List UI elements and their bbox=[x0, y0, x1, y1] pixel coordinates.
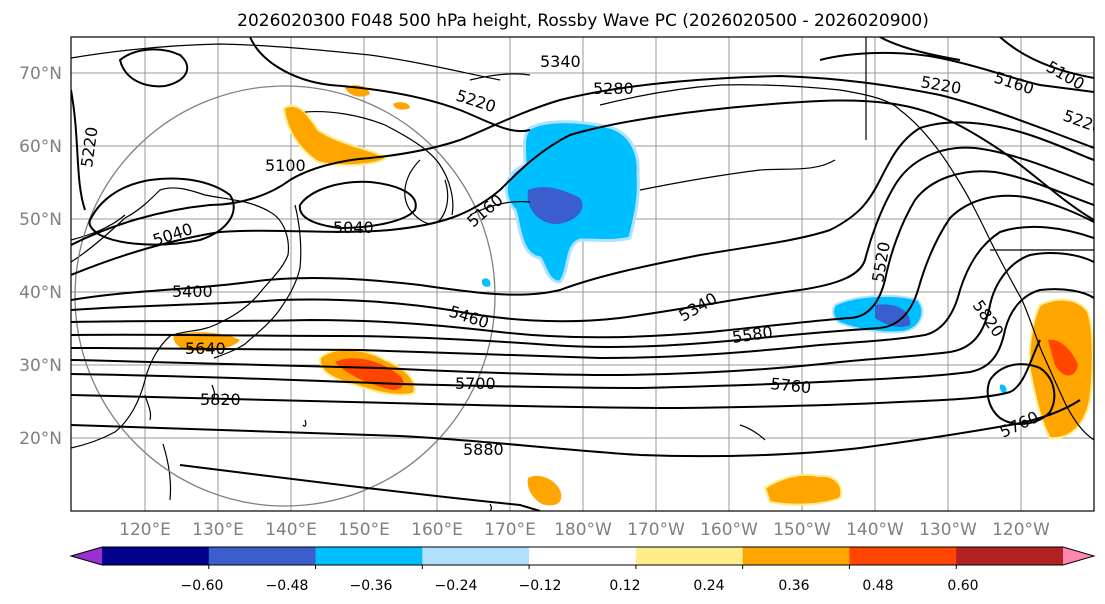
longitude-label: 120°E bbox=[119, 520, 171, 540]
colorbar-extension-high bbox=[1063, 547, 1094, 565]
map-frame bbox=[70, 36, 1095, 512]
latitude-label: 70°N bbox=[19, 64, 62, 84]
colorbar-outline bbox=[69, 546, 1096, 566]
reference-circle bbox=[74, 85, 496, 507]
latitude-label: 20°N bbox=[19, 429, 62, 449]
latitude-label: 30°N bbox=[19, 356, 62, 376]
map-area: 5340 5280 5220 5160 5100 5220 5040 5040 … bbox=[71, 37, 1094, 511]
colorbar-swatch bbox=[742, 547, 850, 565]
positive-anomaly-patch bbox=[527, 473, 843, 506]
colorbar-tick-label: 0.60 bbox=[947, 578, 978, 594]
longitude-label: 140°W bbox=[846, 520, 904, 540]
colorbar-swatch bbox=[422, 547, 530, 565]
colorbar-swatch bbox=[956, 547, 1064, 565]
longitude-label: 160°E bbox=[411, 520, 463, 540]
contour-label: 5880 bbox=[463, 440, 504, 459]
colorbar-ticks bbox=[208, 565, 957, 569]
latitude-label: 40°N bbox=[19, 283, 62, 303]
contour-label: 5640 bbox=[185, 339, 226, 358]
contour-label: 5040 bbox=[333, 218, 374, 237]
colorbar-tick-label: 0.24 bbox=[693, 578, 724, 594]
negative-anomaly-patch bbox=[999, 384, 1007, 394]
pc-shading bbox=[173, 85, 1094, 506]
colorbar-swatches bbox=[69, 546, 1096, 566]
colorbar-swatch bbox=[315, 547, 423, 565]
negative-anomaly-patch bbox=[504, 120, 640, 284]
longitude-labels: 120°E 130°E 140°E 150°E 160°E 170°E 180°… bbox=[119, 520, 1050, 540]
longitude-label: 140°E bbox=[265, 520, 317, 540]
positive-anomaly-patch bbox=[282, 105, 388, 167]
colorbar-tick-label: −0.12 bbox=[519, 578, 562, 594]
longitude-label: 130°E bbox=[192, 520, 244, 540]
negative-anomaly-patch bbox=[481, 278, 491, 287]
longitude-label: 130°W bbox=[919, 520, 977, 540]
longitude-label: 160°W bbox=[700, 520, 758, 540]
height-contours bbox=[71, 37, 1094, 511]
contour-label: 5400 bbox=[172, 282, 213, 301]
latitude-label: 50°N bbox=[19, 210, 62, 230]
colorbar-tick-labels: −0.60 −0.48 −0.36 −0.24 −0.12 0.12 0.24 … bbox=[181, 578, 979, 594]
colorbar-tick-label: 0.48 bbox=[862, 578, 893, 594]
colorbar-tick-label: −0.24 bbox=[435, 578, 478, 594]
contour-label: 5700 bbox=[455, 374, 496, 393]
longitude-label: 170°W bbox=[627, 520, 685, 540]
figure-title: 2026020300 F048 500 hPa height, Rossby W… bbox=[237, 11, 929, 31]
contour-label: 5340 bbox=[540, 52, 581, 71]
colorbar-tick-label: −0.60 bbox=[181, 578, 224, 594]
colorbar-tick-label: 0.12 bbox=[609, 578, 640, 594]
longitude-label: 150°W bbox=[773, 520, 831, 540]
negative-anomaly-patch bbox=[832, 294, 924, 334]
colorbar-extension-low bbox=[71, 547, 102, 565]
colorbar-swatch bbox=[529, 547, 637, 565]
contour-label: 5820 bbox=[200, 390, 241, 409]
colorbar-swatch bbox=[208, 547, 317, 565]
longitude-label: 170°E bbox=[484, 520, 536, 540]
contour-label: 5760 bbox=[770, 374, 812, 397]
latitude-label: 60°N bbox=[19, 137, 62, 157]
positive-anomaly-patch bbox=[173, 332, 240, 352]
longitude-label: 120°W bbox=[992, 520, 1050, 540]
colorbar: −0.60 −0.48 −0.36 −0.24 −0.12 0.12 0.24 … bbox=[69, 546, 1096, 594]
contour-label: 5100 bbox=[265, 156, 306, 175]
colorbar-swatch bbox=[635, 547, 744, 565]
colorbar-tick-label: −0.36 bbox=[350, 578, 393, 594]
colorbar-swatch bbox=[849, 547, 957, 565]
colorbar-tick-label: 0.36 bbox=[778, 578, 809, 594]
longitude-label: 180°W bbox=[554, 520, 612, 540]
colorbar-tick-label: −0.48 bbox=[266, 578, 309, 594]
longitude-label: 150°E bbox=[338, 520, 390, 540]
latitude-labels: 70°N 60°N 50°N 40°N 30°N 20°N bbox=[19, 64, 62, 449]
colorbar-swatch bbox=[102, 547, 210, 565]
contour-label: 5280 bbox=[593, 79, 634, 98]
